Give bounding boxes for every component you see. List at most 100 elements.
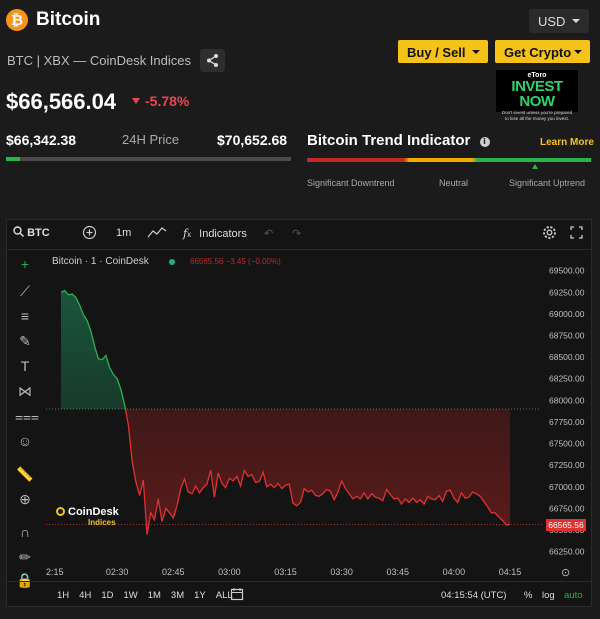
range-button-1h[interactable]: 1H xyxy=(57,590,70,601)
range-label: 24H Price xyxy=(122,132,180,147)
range-button-4h[interactable]: 4H xyxy=(79,590,92,601)
learn-more-link[interactable]: Learn More xyxy=(540,137,594,148)
price-change-value: -5.78% xyxy=(145,93,190,109)
trend-marker-icon xyxy=(532,164,538,169)
y-tick-label: 66750.00 xyxy=(549,503,585,513)
chevron-down-icon xyxy=(574,50,582,54)
pattern-icon[interactable]: ⋈ xyxy=(18,383,32,399)
trend-gauge xyxy=(307,158,591,162)
range-button-1w[interactable]: 1W xyxy=(123,590,138,601)
date-range-button[interactable] xyxy=(230,587,244,604)
range-track xyxy=(6,157,291,161)
get-crypto-button[interactable]: Get Crypto xyxy=(495,40,590,63)
y-tick-label: 68000.00 xyxy=(549,395,585,405)
x-tick-label: 04:15 xyxy=(499,567,522,577)
trend-line-icon[interactable]: ⟋ xyxy=(20,283,30,299)
share-button[interactable] xyxy=(200,49,225,72)
undo-icon[interactable]: ↶ xyxy=(264,228,274,240)
function-icon-sub: x xyxy=(187,230,192,239)
log-toggle[interactable]: log xyxy=(542,590,555,601)
fullscreen-button[interactable] xyxy=(570,226,583,242)
emoji-icon[interactable]: ☺ xyxy=(17,433,33,449)
x-tick-label: 04:00 xyxy=(443,567,466,577)
plus-circle-icon xyxy=(82,225,97,240)
live-dot-icon xyxy=(169,259,175,265)
function-icon: f xyxy=(183,227,188,240)
y-tick-label: 67250.00 xyxy=(549,460,585,470)
axis-settings-icon[interactable]: ⊙ xyxy=(561,567,571,579)
symbol-search-value: BTC xyxy=(27,227,50,239)
calendar-icon xyxy=(230,588,244,601)
redo-icon[interactable]: ↷ xyxy=(292,228,302,240)
measure-lines-icon[interactable]: ⩶ xyxy=(15,408,39,424)
ad-headline: INVEST NOW xyxy=(511,78,563,110)
range-fill xyxy=(6,157,20,161)
y-tick-label: 69250.00 xyxy=(549,287,585,297)
text-tool-icon[interactable]: T xyxy=(20,358,30,374)
coindesk-watermark: CoinDesk Indices xyxy=(56,506,119,527)
chart-type-button[interactable] xyxy=(147,226,167,242)
current-price: $66,566.04 xyxy=(6,89,117,114)
trend-label-downtrend: Significant Downtrend xyxy=(307,178,395,188)
x-tick-label: 03:30 xyxy=(330,567,353,577)
symbol-search[interactable]: BTC xyxy=(13,226,50,239)
magnet-icon[interactable]: ∩ xyxy=(19,524,31,540)
fullscreen-icon xyxy=(570,226,583,239)
ad-disclaimer: Don't invest unless you're prepared to l… xyxy=(501,110,573,121)
etoro-ad-banner[interactable]: eToro INVEST NOW Don't invest unless you… xyxy=(496,70,578,121)
range-button-1y[interactable]: 1Y xyxy=(194,590,206,601)
chevron-down-icon xyxy=(572,19,580,23)
trend-label-uptrend: Significant Uptrend xyxy=(509,178,586,188)
range-button-1d[interactable]: 1D xyxy=(101,590,114,601)
range-button-1m[interactable]: 1M xyxy=(147,590,161,601)
area-fill-up xyxy=(60,290,511,409)
asset-subtitle-text: BTC | XBX — CoinDesk Indices xyxy=(7,53,191,68)
horizontal-lines-icon[interactable]: ≡ xyxy=(20,308,30,324)
trend-label-neutral: Neutral xyxy=(439,178,469,188)
auto-toggle[interactable]: auto xyxy=(564,590,583,601)
series-legend: Bitcoin · 1 · CoinDesk xyxy=(52,256,149,267)
ruler-icon[interactable]: 📏 xyxy=(16,466,34,482)
buy-sell-button[interactable]: Buy / Sell xyxy=(398,40,488,63)
compare-button[interactable] xyxy=(82,225,97,243)
info-icon[interactable]: i xyxy=(479,137,490,147)
y-tick-label: 67500.00 xyxy=(549,439,585,449)
currency-select[interactable]: USD xyxy=(529,9,589,33)
y-tick-label: 67000.00 xyxy=(549,482,585,492)
range-button-3m[interactable]: 3M xyxy=(170,590,185,601)
brush-icon[interactable]: ✎ xyxy=(19,333,31,349)
x-tick-label: 03:00 xyxy=(218,567,241,577)
trend-indicator-title: Bitcoin Trend Indicator i xyxy=(307,132,490,149)
share-icon xyxy=(207,54,218,67)
page-title: Bitcoin xyxy=(36,9,101,30)
buy-sell-label: Buy / Sell xyxy=(407,45,466,60)
lock-drawing-icon[interactable]: ✏ xyxy=(19,549,31,565)
gear-icon xyxy=(543,226,556,239)
coindesk-watermark-sub: Indices xyxy=(88,518,116,527)
zoom-in-icon[interactable]: ⊕ xyxy=(19,491,31,507)
ohlc-readout: 66565.56 −3.45 (−0.00%) xyxy=(190,257,281,266)
lock-icon[interactable]: 🔒 xyxy=(16,572,34,588)
settings-button[interactable] xyxy=(542,225,557,243)
y-tick-label: 68500.00 xyxy=(549,352,585,362)
x-tick-label: 02:30 xyxy=(106,567,129,577)
series-line-down xyxy=(124,409,511,535)
percent-toggle[interactable]: % xyxy=(524,590,533,601)
range-button-all[interactable]: ALL xyxy=(215,590,233,601)
range-high: $70,652.68 xyxy=(217,132,288,148)
y-tick-label: 66250.00 xyxy=(549,547,585,557)
indicators-button[interactable]: fx Indicators xyxy=(183,227,247,240)
chart-type-icon xyxy=(147,227,167,238)
down-arrow-icon xyxy=(132,98,140,104)
bottom-divider xyxy=(6,581,592,582)
interval-select[interactable]: 1m xyxy=(116,227,132,239)
x-tick-label: 03:45 xyxy=(387,567,410,577)
x-tick-label: 03:15 xyxy=(274,567,297,577)
get-crypto-label: Get Crypto xyxy=(504,45,572,60)
crosshair-icon[interactable]: + xyxy=(20,256,30,272)
coindesk-watermark-name: CoinDesk xyxy=(68,506,119,518)
y-tick-label: 68250.00 xyxy=(549,374,585,384)
trend-indicator-title-text: Bitcoin Trend Indicator xyxy=(307,132,471,149)
utc-clock[interactable]: 04:15:54 (UTC) xyxy=(441,590,507,601)
range-buttons: 1H 4H 1D 1W 1M 3M 1Y ALL xyxy=(57,590,243,601)
